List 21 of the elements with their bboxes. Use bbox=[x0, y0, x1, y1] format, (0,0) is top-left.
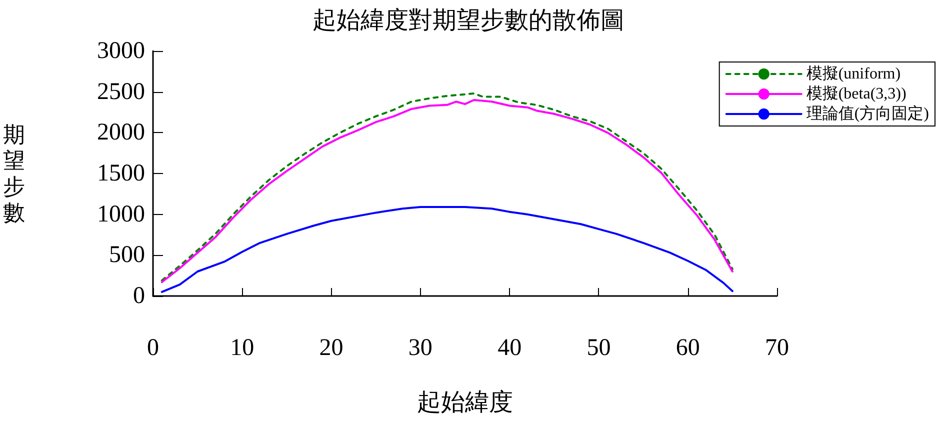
y-tick-label: 2500 bbox=[97, 78, 145, 105]
x-tick-label: 10 bbox=[230, 335, 254, 361]
x-axis-title: 起始緯度 bbox=[417, 389, 513, 416]
chart-title: 起始緯度對期望步數的散佈圖 bbox=[312, 7, 624, 34]
y-tick-label: 500 bbox=[109, 242, 145, 268]
y-tick-label: 0 bbox=[133, 283, 145, 309]
y-tick-label: 2000 bbox=[97, 120, 145, 146]
line-series bbox=[160, 206, 734, 293]
y-tick-label: 1500 bbox=[97, 160, 145, 186]
legend-label: 模擬(uniform) bbox=[806, 64, 901, 82]
x-tick-label: 30 bbox=[408, 335, 432, 361]
y-tick-label: 1000 bbox=[97, 201, 145, 228]
x-tick-label: 20 bbox=[319, 335, 344, 361]
x-tick-label: 60 bbox=[676, 335, 700, 361]
y-tick-label: 3000 bbox=[97, 38, 145, 64]
x-tick-label: 50 bbox=[586, 335, 611, 361]
x-tick-label: 40 bbox=[498, 335, 522, 361]
legend-label: 模擬(beta(3,3)) bbox=[806, 84, 906, 102]
x-tick-label: 70 bbox=[765, 335, 789, 361]
legend-label: 理論值(方向固定) bbox=[806, 104, 929, 122]
y-axis-title: 期望步數 bbox=[3, 122, 25, 225]
